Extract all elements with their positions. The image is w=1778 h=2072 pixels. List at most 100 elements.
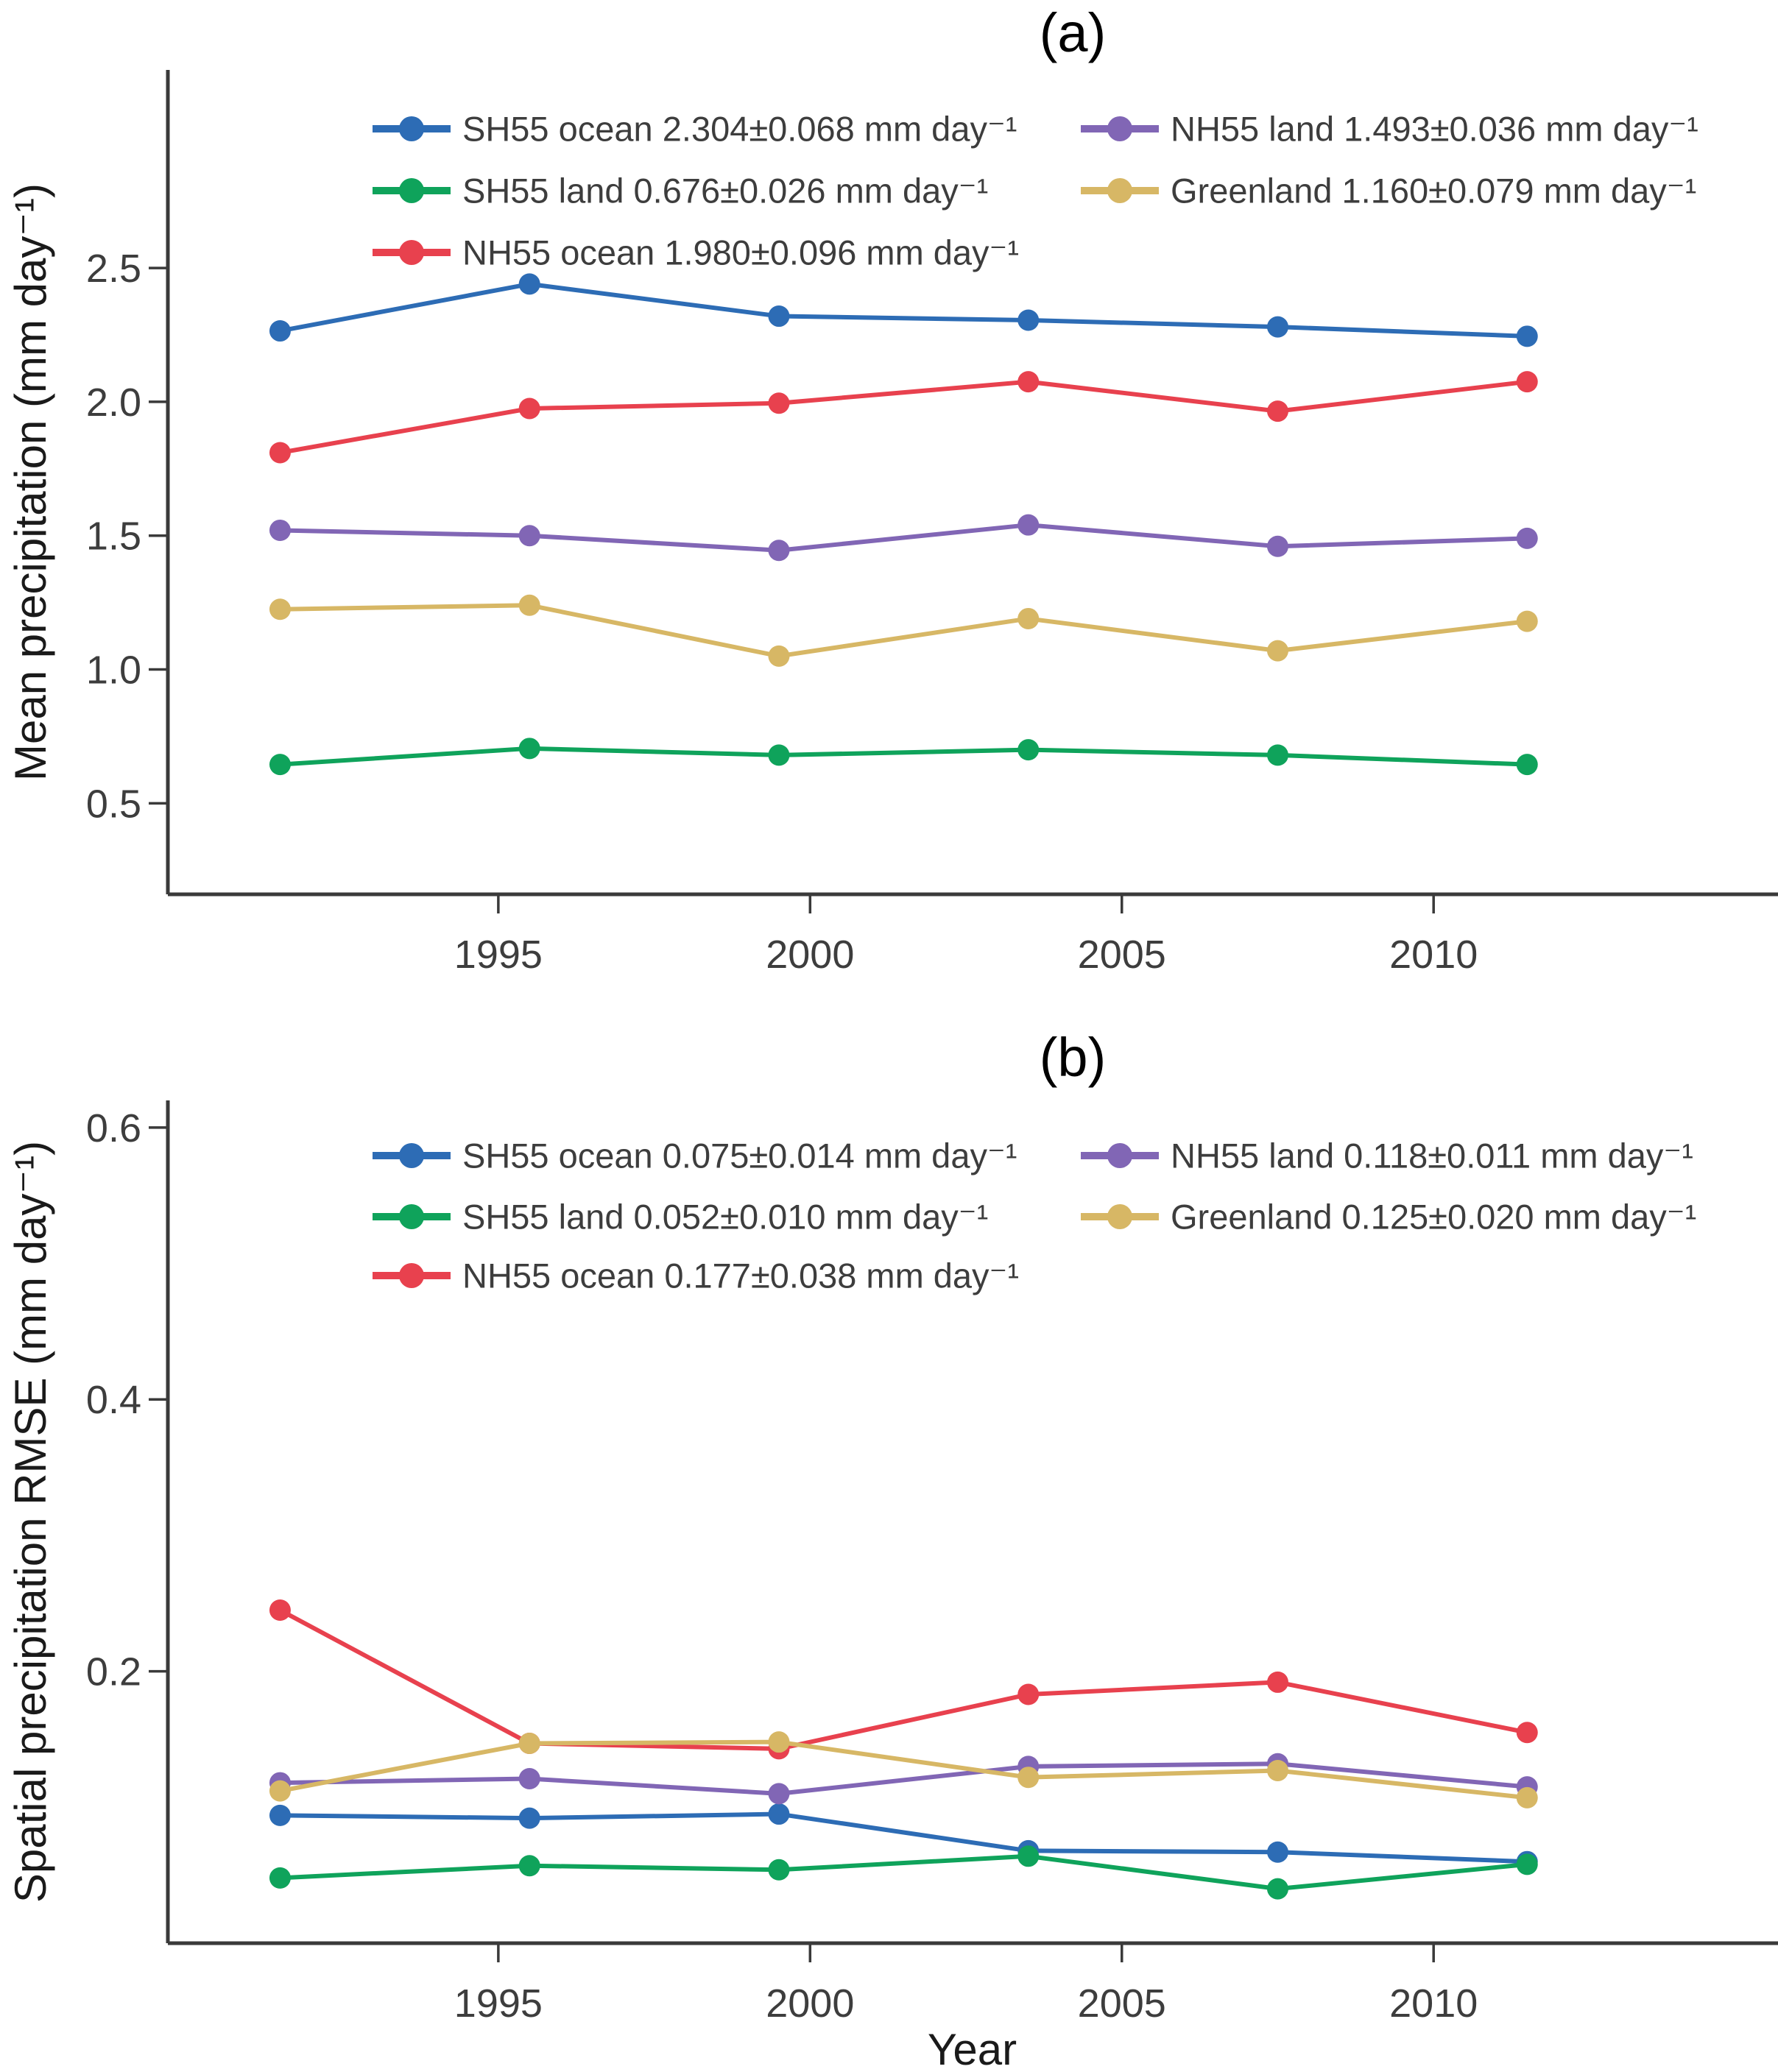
legend-label: NH55 ocean 1.980±0.096 mm day⁻¹: [462, 233, 1019, 272]
data-point-sh55-land: [768, 744, 790, 766]
x-tick-label: 1995: [454, 1981, 543, 2026]
data-point-nh55-ocean: [1017, 371, 1040, 393]
data-point-nh55-ocean: [1516, 371, 1538, 393]
x-tick-label: 2010: [1389, 933, 1478, 977]
legend-item-nh55-land: NH55 land 0.118±0.011 mm day⁻¹: [1081, 1136, 1693, 1175]
legend-marker-dot: [1107, 116, 1132, 141]
y-axis: 0.5 1.0 1.5 2.0 2.5: [86, 247, 168, 826]
legend-marker-dot: [1107, 178, 1132, 203]
data-point-nh55-land: [518, 525, 540, 547]
data-point-greenland: [518, 594, 540, 616]
legend-marker-dot: [399, 1143, 424, 1168]
data-point-sh55-land: [1017, 1845, 1040, 1867]
series-sh55-land: [269, 738, 1538, 776]
data-point-sh55-ocean: [269, 320, 291, 342]
data-point-nh55-land: [768, 540, 790, 562]
series-line-nh55-land: [278, 1761, 1530, 1796]
data-point-greenland: [518, 1733, 540, 1755]
legend-marker-dot: [399, 240, 424, 265]
y-tick-label: 0.6: [86, 1106, 141, 1150]
legend-item-sh55-land: SH55 land 0.052±0.010 mm day⁻¹: [373, 1197, 988, 1236]
data-point-sh55-land: [269, 754, 291, 776]
data-point-greenland: [1266, 640, 1288, 662]
legend-item-greenland: Greenland 1.160±0.079 mm day⁻¹: [1081, 171, 1696, 210]
data-point-sh55-land: [768, 1859, 790, 1881]
data-point-nh55-land: [269, 519, 291, 541]
series-greenland: [269, 1731, 1538, 1808]
legend: SH55 ocean 0.075±0.014 mm day⁻¹ SH55 land…: [373, 1136, 1696, 1295]
data-point-sh55-ocean: [768, 305, 790, 328]
data-point-sh55-land: [269, 1867, 291, 1889]
legend-item-sh55-ocean: SH55 ocean 0.075±0.014 mm day⁻¹: [373, 1136, 1017, 1175]
panel-a-title: (a): [1039, 2, 1107, 63]
legend-item-sh55-land: SH55 land 0.676±0.026 mm day⁻¹: [373, 171, 988, 210]
series-nh55-ocean: [269, 1599, 1538, 1760]
data-point-greenland: [1017, 607, 1040, 629]
data-point-sh55-ocean: [518, 273, 540, 295]
series-nh55-land: [269, 514, 1538, 562]
data-point-greenland: [1516, 610, 1538, 632]
data-point-nh55-land: [768, 1783, 790, 1805]
legend-marker-dot: [1107, 1143, 1132, 1168]
x-tick-label: 2000: [766, 1981, 854, 2026]
legend-item-nh55-land: NH55 land 1.493±0.036 mm day⁻¹: [1081, 109, 1698, 148]
legend-label: Greenland 0.125±0.020 mm day⁻¹: [1171, 1197, 1696, 1236]
series-sh55-land: [269, 1845, 1538, 1900]
legend-marker-dot: [399, 116, 424, 141]
x-axis: 1995 2000 2005 2010: [454, 1943, 1478, 2026]
data-point-greenland: [768, 645, 790, 667]
data-point-greenland: [1516, 1786, 1538, 1808]
data-point-nh55-ocean: [1017, 1683, 1040, 1705]
data-point-nh55-land: [1516, 527, 1538, 549]
series-greenland: [269, 594, 1538, 667]
data-point-nh55-ocean: [1266, 400, 1288, 422]
data-point-sh55-ocean: [1266, 316, 1288, 338]
legend-label: SH55 ocean 0.075±0.014 mm day⁻¹: [462, 1136, 1017, 1175]
data-point-sh55-ocean: [269, 1804, 291, 1826]
data-point-sh55-ocean: [768, 1803, 790, 1825]
x-tick-label: 1995: [454, 933, 543, 977]
data-point-sh55-land: [1266, 744, 1288, 766]
series-line-greenland: [278, 603, 1530, 659]
data-point-sh55-land: [518, 1855, 540, 1877]
data-point-sh55-land: [1516, 754, 1538, 776]
legend-item-sh55-ocean: SH55 ocean 2.304±0.068 mm day⁻¹: [373, 109, 1017, 148]
data-point-nh55-ocean: [269, 442, 291, 464]
legend-label: SH55 land 0.052±0.010 mm day⁻¹: [462, 1197, 988, 1236]
series-line-sh55-land: [278, 1853, 1530, 1892]
y-axis-label: Mean precipitation (mm day⁻¹): [6, 183, 55, 781]
data-point-nh55-land: [1017, 514, 1040, 536]
data-point-greenland: [768, 1731, 790, 1753]
series-line-greenland: [278, 1739, 1530, 1800]
data-point-sh55-ocean: [1516, 325, 1538, 347]
legend-label: NH55 land 1.493±0.036 mm day⁻¹: [1171, 109, 1698, 148]
y-axis-label: Spatial precipitation RMSE (mm day⁻¹): [6, 1141, 55, 1903]
y-tick-label: 0.5: [86, 782, 141, 826]
data-point-nh55-ocean: [518, 397, 540, 420]
x-tick-label: 2005: [1078, 1981, 1166, 2026]
legend-marker-dot: [1107, 1204, 1132, 1229]
y-tick-label: 1.0: [86, 648, 141, 692]
series-line-nh55-ocean: [278, 1608, 1530, 1751]
y-tick-label: 0.2: [86, 1650, 141, 1694]
data-point-greenland: [269, 598, 291, 620]
legend-item-nh55-ocean: NH55 ocean 0.177±0.038 mm day⁻¹: [373, 1256, 1019, 1295]
data-point-sh55-land: [1516, 1853, 1538, 1875]
data-point-greenland: [269, 1780, 291, 1802]
data-point-greenland: [1266, 1759, 1288, 1781]
series-line-sh55-land: [278, 746, 1530, 767]
series-sh55-ocean: [269, 273, 1538, 347]
series-line-nh55-land: [278, 523, 1530, 553]
legend-label: NH55 ocean 0.177±0.038 mm day⁻¹: [462, 1256, 1019, 1295]
data-point-nh55-land: [1266, 535, 1288, 557]
data-point-sh55-ocean: [1017, 309, 1040, 331]
legend-label: NH55 land 0.118±0.011 mm day⁻¹: [1171, 1136, 1693, 1175]
legend-marker-dot: [399, 1263, 424, 1288]
x-tick-label: 2000: [766, 933, 854, 977]
x-tick-label: 2005: [1078, 933, 1166, 977]
data-point-nh55-ocean: [1266, 1671, 1288, 1693]
legend: SH55 ocean 2.304±0.068 mm day⁻¹ SH55 land…: [373, 109, 1698, 272]
x-axis-label: Year: [928, 2025, 1017, 2072]
legend-item-greenland: Greenland 0.125±0.020 mm day⁻¹: [1081, 1197, 1696, 1236]
